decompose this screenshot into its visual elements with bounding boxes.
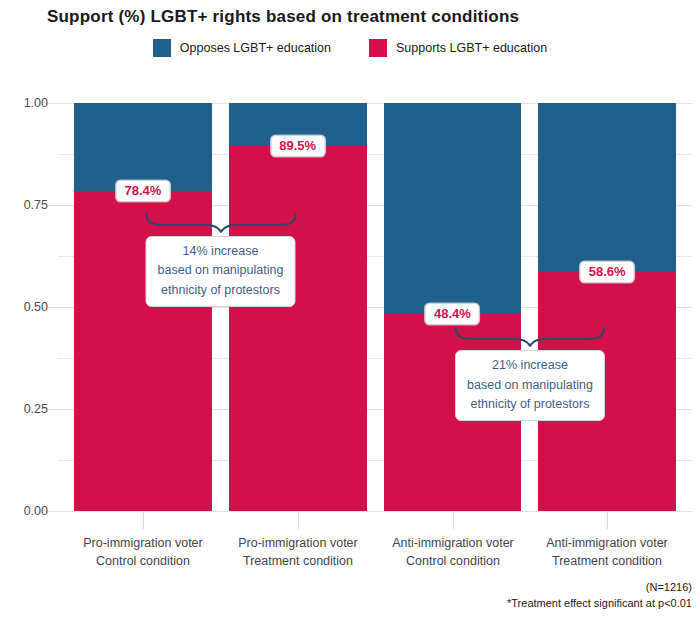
significance-note: *Treatment effect significant at p<0.01 xyxy=(507,596,692,612)
sample-size: (N=1216) xyxy=(507,580,692,596)
curly-brace-icon xyxy=(453,325,607,347)
legend-label-opposes: Opposes LGBT+ education xyxy=(180,41,331,55)
bar-value-label: 48.4% xyxy=(425,303,480,325)
legend-item-supports: Supports LGBT+ education xyxy=(369,39,547,57)
annotation-box: 21% increasebased on manipulatingethnici… xyxy=(455,350,605,421)
plot-panel: 1.000.750.500.250.00 78.4%89.5%48.4%58.6… xyxy=(58,103,692,511)
legend-label-supports: Supports LGBT+ education xyxy=(396,41,547,55)
caption: (N=1216) *Treatment effect significant a… xyxy=(507,580,692,612)
bar-value-label: 89.5% xyxy=(270,135,325,157)
gridline xyxy=(48,511,692,512)
legend-swatch-opposes xyxy=(153,39,171,57)
annotation-group: 14% increasebased on manipulatingethnici… xyxy=(143,211,298,307)
bar-value-label: 78.4% xyxy=(115,180,170,202)
x-axis-tick xyxy=(298,511,299,529)
legend: Opposes LGBT+ education Supports LGBT+ e… xyxy=(0,39,700,57)
x-axis-category-label: Anti-immigration voterControl condition xyxy=(392,535,514,570)
x-axis-tick xyxy=(453,511,454,529)
y-axis-tick-label: 0.50 xyxy=(24,300,48,314)
figure: Support (%) LGBT+ rights based on treatm… xyxy=(0,0,700,618)
x-axis-tick xyxy=(143,511,144,529)
bar-value-label: 58.6% xyxy=(580,261,635,283)
chart-title: Support (%) LGBT+ rights based on treatm… xyxy=(47,7,519,27)
legend-swatch-supports xyxy=(369,39,387,57)
y-axis-tick-label: 0.75 xyxy=(24,198,48,212)
y-axis-tick-label: 0.25 xyxy=(24,402,48,416)
curly-brace-icon xyxy=(143,211,298,233)
x-axis-category-label: Anti-immigration voterTreatment conditio… xyxy=(546,535,668,570)
y-axis-tick-label: 1.00 xyxy=(24,96,48,110)
y-axis-tick-label: 0.00 xyxy=(24,504,48,518)
annotation-group: 21% increasebased on manipulatingethnici… xyxy=(453,325,607,421)
annotation-layer: 14% increasebased on manipulatingethnici… xyxy=(58,103,692,511)
legend-item-opposes: Opposes LGBT+ education xyxy=(153,39,331,57)
x-axis-category-label: Pro-immigration voterControl condition xyxy=(83,535,202,570)
annotation-box: 14% increasebased on manipulatingethnici… xyxy=(146,236,296,307)
x-axis-tick xyxy=(607,511,608,529)
x-axis-category-label: Pro-immigration voterTreatment condition xyxy=(238,535,357,570)
